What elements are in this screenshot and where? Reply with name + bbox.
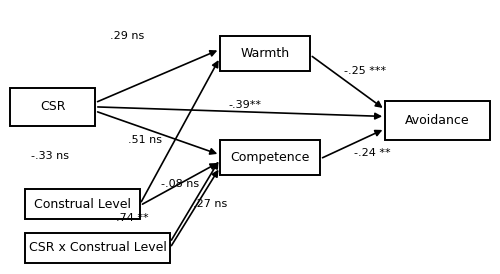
Text: .74 **: .74 ** [116,213,149,223]
Text: .51 ns: .51 ns [128,135,162,145]
Text: Competence: Competence [230,151,310,164]
Text: Avoidance: Avoidance [405,114,470,127]
FancyBboxPatch shape [25,233,170,263]
FancyBboxPatch shape [385,101,490,140]
Text: Construal Level: Construal Level [34,198,131,211]
Text: -.24 **: -.24 ** [354,149,391,158]
Text: .29 ns: .29 ns [110,31,144,41]
Text: -.25 ***: -.25 *** [344,66,386,76]
Text: -.08 ns: -.08 ns [161,179,199,189]
FancyBboxPatch shape [10,88,95,126]
Text: .27 ns: .27 ns [193,199,227,209]
Text: CSR: CSR [40,100,65,113]
Text: Warmth: Warmth [240,47,290,60]
Text: CSR x Construal Level: CSR x Construal Level [28,241,166,255]
FancyBboxPatch shape [220,140,320,175]
FancyBboxPatch shape [25,189,140,219]
Text: -.39**: -.39** [228,101,262,110]
Text: -.33 ns: -.33 ns [31,151,69,161]
FancyBboxPatch shape [220,36,310,71]
